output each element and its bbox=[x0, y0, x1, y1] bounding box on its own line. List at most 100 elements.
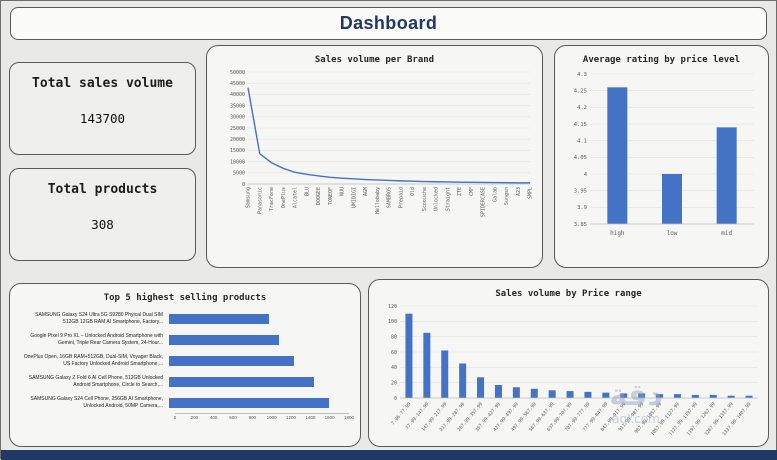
svg-text:50000: 50000 bbox=[230, 70, 245, 76]
svg-text:4.25: 4.25 bbox=[574, 88, 587, 94]
svg-text:Scoouche: Scoouche bbox=[422, 187, 428, 211]
top5-axis-tick: 400 bbox=[209, 415, 218, 420]
top5-bar bbox=[169, 334, 279, 345]
svg-text:4.3: 4.3 bbox=[577, 72, 587, 78]
svg-text:Straight: Straight bbox=[445, 187, 451, 211]
svg-text:0: 0 bbox=[394, 396, 397, 402]
svg-text:high: high bbox=[610, 230, 625, 237]
svg-text:Panasonic: Panasonic bbox=[257, 187, 263, 214]
footer-bar bbox=[1, 450, 777, 460]
svg-text:ZTE: ZTE bbox=[457, 187, 463, 196]
svg-text:UMIDIGI: UMIDIGI bbox=[351, 187, 357, 208]
svg-text:DOOGEE: DOOGEE bbox=[316, 187, 322, 205]
top5-bar bbox=[169, 397, 329, 408]
svg-text:20000: 20000 bbox=[230, 137, 245, 143]
top5-axis-tick: 0 bbox=[173, 415, 177, 420]
svg-text:4.05: 4.05 bbox=[574, 155, 587, 161]
top5-bar-track bbox=[169, 313, 349, 324]
top5-row: SAMSUNG Galaxy Z Fold 6 AI Cell Phone, 5… bbox=[21, 371, 349, 392]
svg-text:OnePlus: OnePlus bbox=[281, 187, 287, 208]
top5-product-label: SAMSUNG Galaxy Z Fold 6 AI Cell Phone, 5… bbox=[28, 375, 163, 388]
svg-text:Galab: Galab bbox=[492, 187, 498, 202]
top5-product-label: SAMSUNG Galaxy S24 Cell Phone, 256GB AI … bbox=[30, 396, 163, 409]
svg-text:120: 120 bbox=[388, 304, 397, 310]
top5-product-label: SAMSUNG Galaxy S24 Ultra 5G S9280 Phyica… bbox=[35, 312, 163, 325]
svg-text:3.95: 3.95 bbox=[574, 188, 587, 194]
svg-text:low: low bbox=[667, 230, 678, 237]
top5-row: SAMSUNG Galaxy S24 Cell Phone, 256GB AI … bbox=[21, 392, 349, 413]
svg-text:SAMBROS: SAMBROS bbox=[387, 187, 393, 208]
svg-text:3.9: 3.9 bbox=[577, 205, 587, 211]
svg-text:45000: 45000 bbox=[230, 81, 245, 87]
svg-text:20: 20 bbox=[391, 380, 397, 386]
svg-text:4.15: 4.15 bbox=[574, 122, 587, 128]
svg-text:Sungsn: Sungsn bbox=[504, 187, 510, 205]
svg-text:Alcatel: Alcatel bbox=[293, 187, 299, 208]
svg-text:5000: 5000 bbox=[233, 171, 245, 177]
top5-axis-tick: 1400 bbox=[305, 415, 316, 420]
svg-text:A23: A23 bbox=[516, 187, 522, 196]
sales-by-price-range-bar-chart: 0 20 40 60 80 100 120 7.96-77.99 77.99-147.99 147… bbox=[369, 299, 768, 444]
svg-text:0: 0 bbox=[242, 182, 245, 188]
svg-text:4: 4 bbox=[584, 172, 588, 178]
top5-product-label: Google Pixel 9 Pro XL – Unlocked Android… bbox=[30, 333, 163, 346]
svg-text:25000: 25000 bbox=[230, 126, 245, 132]
top5-products-hbar-chart: SAMSUNG Galaxy S24 Ultra 5G S9280 Phyica… bbox=[10, 303, 360, 423]
kpi-total-sales-label: Total sales volume bbox=[32, 76, 173, 91]
top5-row: Google Pixel 9 Pro XL – Unlocked Android… bbox=[21, 329, 349, 350]
sales-by-brand-line-chart: 0 5000 10000 15000 20000 25000 30000 35000 40000… bbox=[207, 65, 542, 268]
top5-x-axis: 0 200 400 600 800 1000 1200 1400 1600 1800 bbox=[173, 413, 354, 423]
top5-axis-tick: 1000 bbox=[266, 415, 277, 420]
svg-text:SMPL: SMPL bbox=[528, 187, 534, 199]
top5-bar bbox=[169, 355, 294, 366]
svg-text:80: 80 bbox=[391, 334, 397, 340]
svg-text:60: 60 bbox=[391, 350, 397, 356]
chart-title-top5-products: Top 5 highest selling products bbox=[103, 293, 267, 303]
top5-bar bbox=[169, 376, 314, 387]
chart-title-sales-by-brand: Sales volume per Brand bbox=[314, 55, 435, 65]
chart-title-sales-by-price-range: Sales volume by Price range bbox=[495, 289, 642, 299]
top5-bar-track bbox=[169, 397, 349, 408]
rating-by-price-level-bar-chart: 3.85 3.9 3.95 4 4.05 4.1 4.15 4.2 4.25 4.3 high low… bbox=[555, 65, 768, 248]
chart-card-sales-by-brand: Sales volume per Brand 0 5000 10000 15000 20… bbox=[206, 45, 543, 268]
top5-product-label: OnePlus Open, 16GB RAM+512GB, Dual-SIM, … bbox=[23, 354, 163, 367]
svg-text:Hellobaby: Hellobaby bbox=[375, 187, 381, 214]
top5-axis-tick: 1600 bbox=[324, 415, 335, 420]
svg-text:4.1: 4.1 bbox=[577, 138, 587, 144]
svg-text:15000: 15000 bbox=[230, 148, 245, 154]
top5-row: OnePlus Open, 16GB RAM+512GB, Dual-SIM, … bbox=[21, 350, 349, 371]
kpi-total-products-card: Total products 308 bbox=[9, 168, 196, 261]
kpi-total-sales-card: Total sales volume 143700 bbox=[9, 62, 196, 155]
top5-axis-tick: 200 bbox=[190, 415, 199, 420]
top5-bar-track bbox=[169, 334, 349, 345]
svg-text:BLU: BLU bbox=[304, 187, 310, 196]
kpi-total-products-value: 308 bbox=[91, 217, 114, 232]
chart-card-rating-by-price-level: Average rating by price level 3.85 3.9 3.9… bbox=[554, 45, 769, 268]
svg-text:Old: Old bbox=[410, 187, 416, 196]
kpi-total-products-label: Total products bbox=[47, 182, 158, 197]
svg-text:4.2: 4.2 bbox=[577, 105, 587, 111]
svg-text:SPIDERCASE: SPIDERCASE bbox=[481, 187, 487, 217]
svg-text:40: 40 bbox=[391, 365, 397, 371]
svg-text:mid: mid bbox=[721, 230, 732, 237]
dashboard-header: Dashboard bbox=[10, 7, 767, 40]
top5-bar bbox=[169, 313, 269, 324]
top5-axis-tick: 800 bbox=[248, 415, 257, 420]
top5-axis-tick: 600 bbox=[229, 415, 237, 420]
svg-text:AGM: AGM bbox=[363, 187, 369, 196]
svg-text:30000: 30000 bbox=[230, 115, 245, 121]
top5-axis-tick: 1800 bbox=[343, 415, 355, 420]
svg-text:TracFone: TracFone bbox=[269, 187, 275, 211]
svg-text:Unlocked: Unlocked bbox=[434, 187, 440, 211]
top5-axis-tick: 1200 bbox=[285, 415, 297, 420]
chart-title-rating-by-price-level: Average rating by price level bbox=[582, 55, 741, 65]
chart-card-sales-by-price-range: Sales volume by Price range 0 20 40 60 80 100… bbox=[368, 279, 769, 447]
svg-text:35000: 35000 bbox=[230, 103, 245, 109]
kpi-total-sales-value: 143700 bbox=[79, 111, 126, 126]
svg-text:100: 100 bbox=[388, 319, 397, 325]
svg-text:10000: 10000 bbox=[230, 159, 245, 165]
svg-text:Samsung: Samsung bbox=[246, 187, 252, 208]
top5-bar-track bbox=[169, 355, 349, 366]
svg-text:TONEOF: TONEOF bbox=[328, 187, 334, 205]
